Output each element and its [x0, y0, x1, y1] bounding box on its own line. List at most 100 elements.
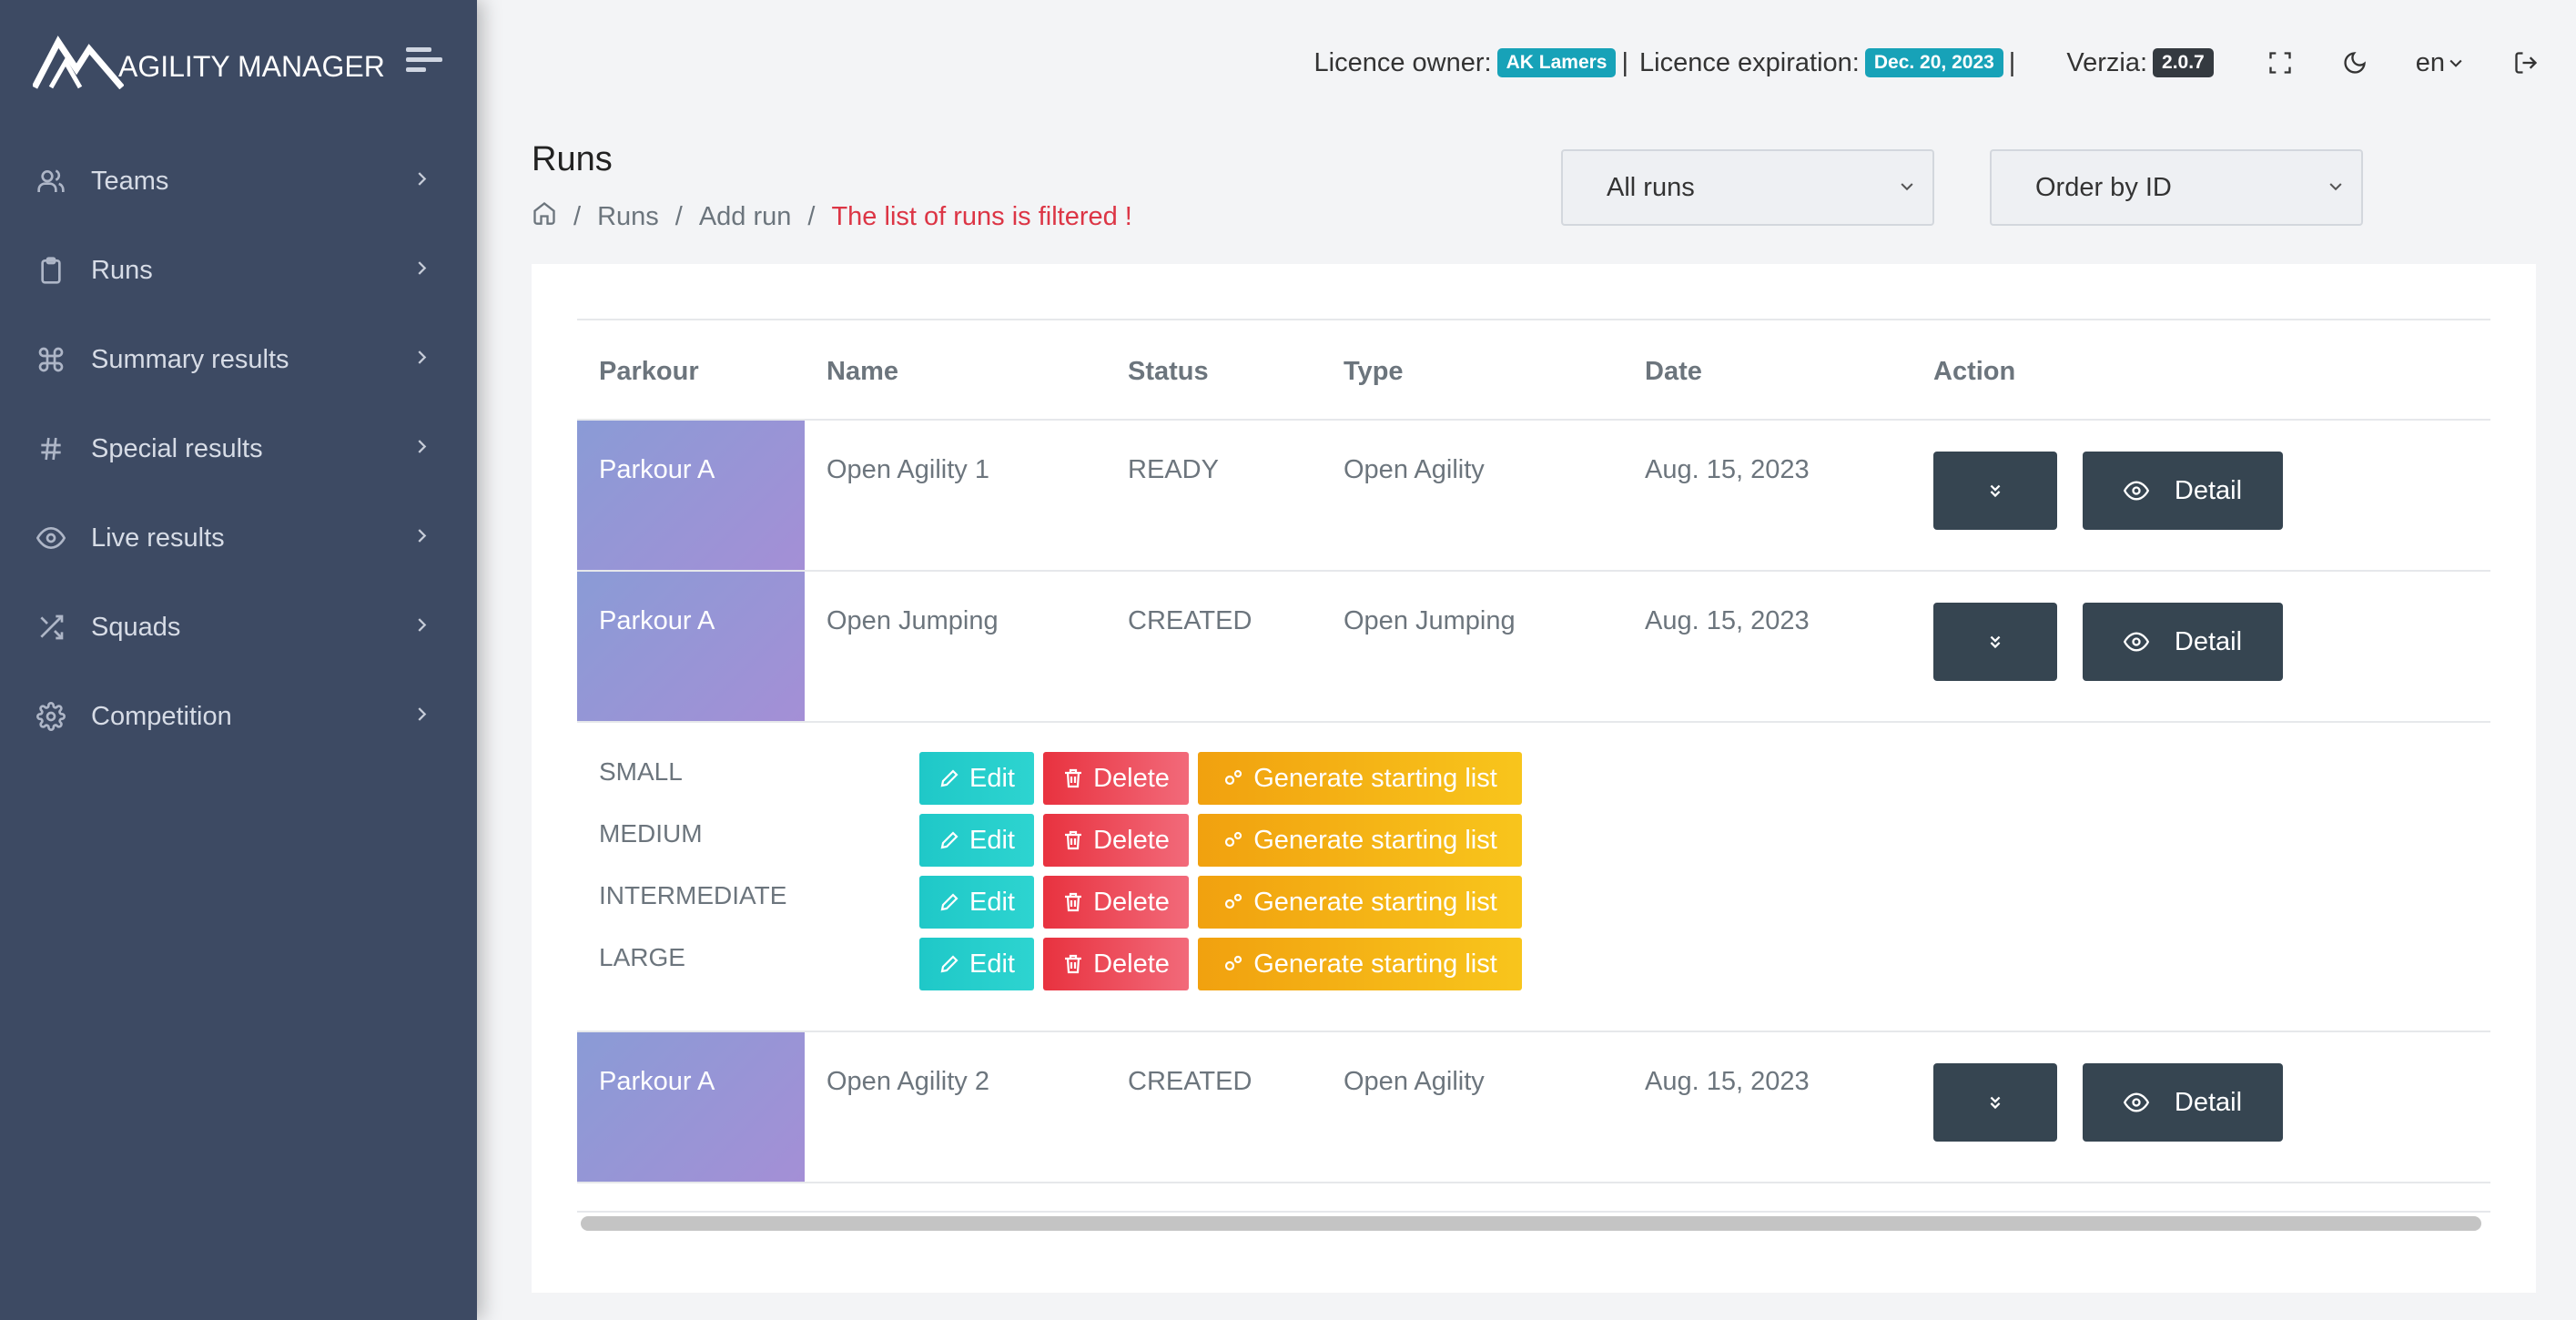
runs-filter-value: All runs [1607, 172, 1695, 202]
detail-button[interactable]: Detail [2083, 452, 2283, 530]
breadcrumb-add-run[interactable]: Add run [698, 201, 792, 231]
pencil-icon [940, 955, 958, 973]
sidebar-item-special-results[interactable]: Special results [0, 404, 477, 493]
table-header: Parkour Name Status Type Date Action [577, 319, 2490, 421]
sidebar-item-competition[interactable]: Competition [0, 672, 477, 761]
delete-button[interactable]: Delete [1043, 876, 1189, 929]
run-status: READY [1128, 455, 1219, 484]
sidebar-item-runs[interactable]: Runs [0, 226, 477, 315]
category-label: INTERMEDIATE [599, 881, 787, 909]
edit-button[interactable]: Edit [919, 752, 1034, 805]
pencil-icon [940, 831, 958, 849]
header-status: Status [1128, 356, 1209, 386]
detail-button[interactable]: Detail [2083, 1063, 2283, 1142]
header-type: Type [1344, 356, 1404, 386]
sidebar-item-label: Live results [91, 523, 225, 553]
dark-mode-moon-icon[interactable] [2341, 49, 2368, 76]
delete-button[interactable]: Delete [1043, 938, 1189, 990]
top-bar: Licence owner: AK Lamers | Licence expir… [477, 40, 2540, 86]
edit-button[interactable]: Edit [919, 814, 1034, 867]
trash-icon [1065, 830, 1082, 850]
gears-icon [1225, 831, 1242, 848]
chevron-right-icon [411, 434, 431, 464]
run-date: Aug. 15, 2023 [1645, 455, 1810, 484]
language-dropdown[interactable]: en [2416, 48, 2465, 78]
sidebar-item-summary-results[interactable]: Summary results [0, 315, 477, 404]
runs-table: Parkour Name Status Type Date Action Par… [577, 319, 2490, 1183]
horizontal-scroll-track [577, 1211, 2490, 1238]
generate-starting-list-button[interactable]: Generate starting list [1198, 876, 1522, 929]
run-type: Open Agility [1344, 1067, 1485, 1096]
pencil-icon [940, 893, 958, 911]
trash-icon [1065, 768, 1082, 788]
edit-button[interactable]: Edit [919, 876, 1034, 929]
gears-icon [1225, 955, 1242, 971]
table-row: Parkour A Open Jumping CREATED Open Jump… [577, 572, 2490, 723]
sidebar-item-teams[interactable]: Teams [0, 137, 477, 226]
gears-icon [1225, 893, 1242, 909]
table-row: Parkour A Open Agility 1 READY Open Agil… [577, 421, 2490, 572]
parkour-cell: Parkour A [577, 572, 805, 721]
trash-icon [1065, 892, 1082, 912]
chevron-down-icon [2327, 173, 2345, 203]
expand-button[interactable] [1933, 452, 2057, 530]
app-logo[interactable]: AGILITY MANAGER [33, 33, 385, 89]
logo-mountain-icon [33, 36, 124, 89]
gears-icon [1225, 769, 1242, 786]
chevron-down-icon [2449, 59, 2462, 67]
shuffle-icon [35, 611, 67, 644]
filtered-notice: The list of runs is filtered ! [831, 201, 1132, 231]
runs-card: Parkour Name Status Type Date Action Par… [532, 264, 2536, 1293]
chevrons-down-icon [1990, 484, 2001, 498]
licence-owner-label: Licence owner: [1313, 47, 1492, 77]
runs-filter-select[interactable]: All runs [1561, 149, 1934, 226]
horizontal-scrollbar[interactable] [581, 1216, 2481, 1231]
expanded-categories: SMALL Edit Delete Generate starting list… [577, 723, 2490, 1032]
chevrons-down-icon [1990, 635, 2001, 649]
version-badge: 2.0.7 [2153, 48, 2214, 77]
run-status: CREATED [1128, 1067, 1253, 1096]
command-icon [35, 343, 67, 376]
generate-starting-list-button[interactable]: Generate starting list [1198, 814, 1522, 867]
eye-icon [2123, 632, 2149, 652]
pencil-icon [940, 769, 958, 787]
chevrons-down-icon [1990, 1096, 2001, 1110]
header-date: Date [1645, 356, 1702, 386]
chevron-right-icon [411, 702, 431, 732]
eye-icon [2123, 1092, 2149, 1112]
chevron-down-icon [1898, 173, 1916, 203]
sidebar-item-live-results[interactable]: Live results [0, 493, 477, 583]
chevron-right-icon [411, 613, 431, 643]
breadcrumb-runs[interactable]: Runs [597, 201, 659, 231]
page-title: Runs [532, 140, 613, 178]
sidebar-item-squads[interactable]: Squads [0, 583, 477, 672]
sidebar-item-label: Runs [91, 255, 153, 285]
parkour-cell: Parkour A [577, 421, 805, 570]
generate-starting-list-button[interactable]: Generate starting list [1198, 752, 1522, 805]
run-name: Open Agility 1 [827, 455, 989, 484]
licence-owner-badge: AK Lamers [1496, 48, 1617, 77]
header-action: Action [1933, 356, 2016, 386]
expand-button[interactable] [1933, 603, 2057, 681]
detail-button[interactable]: Detail [2083, 603, 2283, 681]
delete-button[interactable]: Delete [1043, 814, 1189, 867]
eye-icon [2123, 481, 2149, 501]
order-select[interactable]: Order by ID [1990, 149, 2363, 226]
licence-expiration-label: Licence expiration: [1639, 47, 1860, 77]
logout-icon[interactable] [2512, 49, 2540, 76]
settings-icon [35, 700, 67, 733]
sidebar-nav: Teams Runs Summary results Special resul… [0, 137, 477, 761]
generate-starting-list-button[interactable]: Generate starting list [1198, 938, 1522, 990]
separator: | [2008, 47, 2016, 77]
home-icon[interactable] [532, 200, 557, 233]
sidebar-toggle-button[interactable] [406, 47, 442, 78]
category-row: LARGE Edit Delete Generate starting list [577, 938, 1669, 992]
language-value: en [2415, 47, 2445, 77]
edit-button[interactable]: Edit [919, 938, 1034, 990]
expand-button[interactable] [1933, 1063, 2057, 1142]
sidebar: AGILITY MANAGER Teams Runs Summary resul… [0, 0, 477, 1320]
fullscreen-icon[interactable] [2267, 49, 2294, 76]
run-type: Open Agility [1344, 455, 1485, 484]
sidebar-item-label: Summary results [91, 344, 289, 374]
delete-button[interactable]: Delete [1043, 752, 1189, 805]
